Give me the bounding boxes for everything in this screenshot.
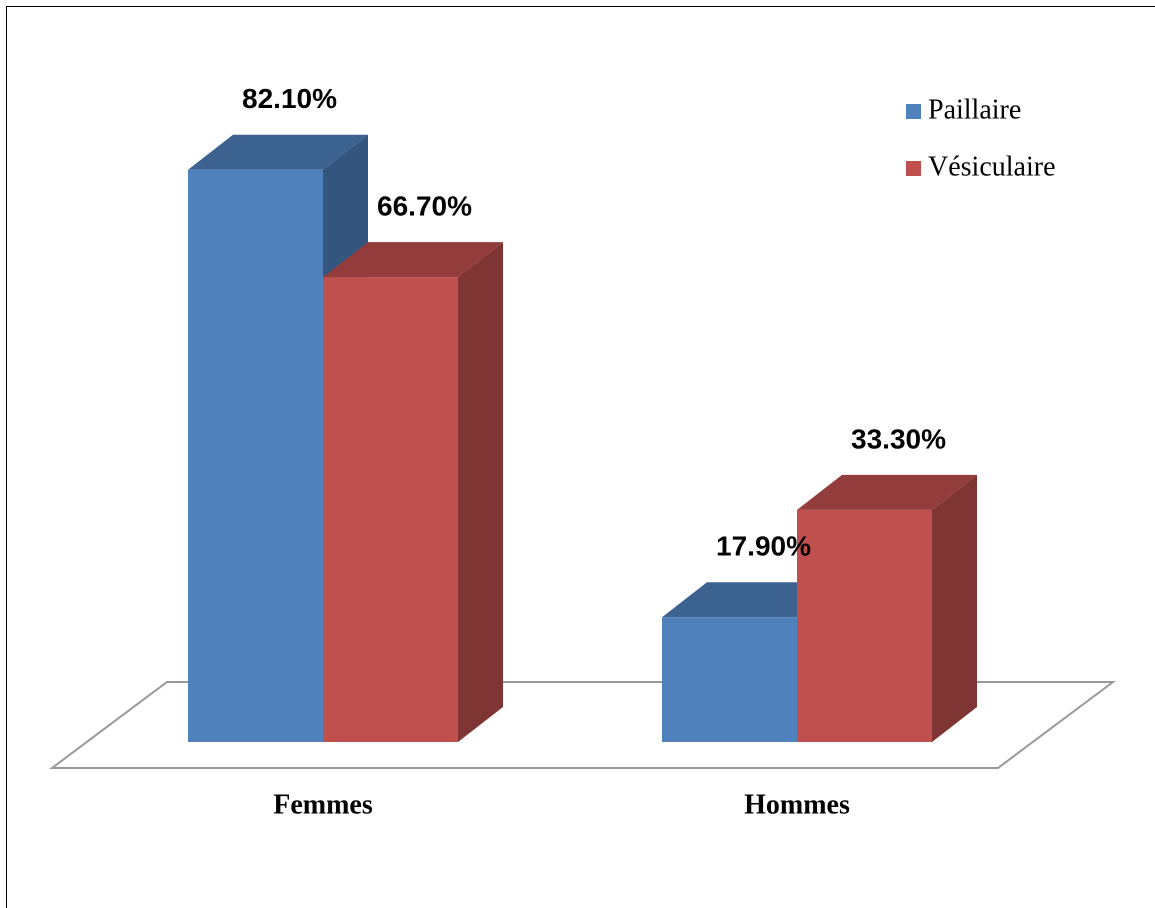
frame [6, 6, 1155, 908]
bar-top [188, 134, 368, 170]
bar-top [323, 242, 503, 278]
bar-side [458, 242, 503, 742]
legend-swatch [906, 161, 921, 176]
data-label: 17.90% [716, 531, 811, 562]
legend-label: Vésiculaire [928, 151, 1056, 182]
data-label: 33.30% [851, 423, 946, 454]
bar [797, 509, 932, 742]
data-label: 82.10% [242, 83, 337, 114]
bar-top [797, 474, 977, 510]
bar [188, 169, 323, 742]
bar [323, 277, 458, 742]
x-tick-label: Femmes [273, 789, 373, 820]
legend-swatch [906, 104, 921, 119]
bar-side [932, 474, 977, 742]
legend-label: Paillaire [928, 94, 1021, 125]
x-tick-label: Hommes [744, 789, 850, 820]
bar [662, 617, 797, 742]
data-label: 66.70% [377, 190, 472, 221]
